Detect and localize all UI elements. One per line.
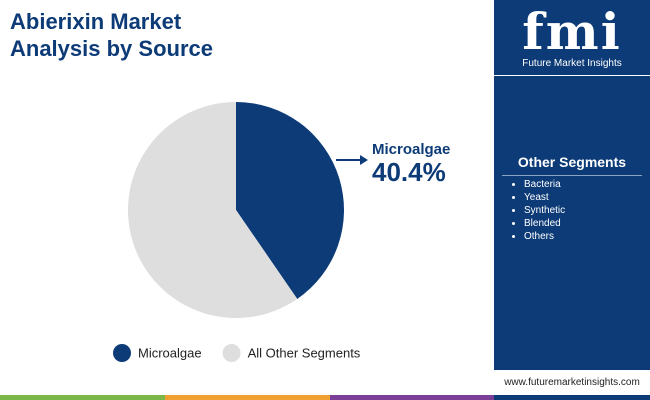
segment-item: Others xyxy=(524,230,565,243)
stripe-part xyxy=(494,395,650,400)
logo: fmi xyxy=(522,2,622,61)
stripe-part xyxy=(0,395,165,400)
stripe-part xyxy=(330,395,494,400)
brand: Future Market Insights xyxy=(522,58,622,69)
segments-list: BacteriaYeastSyntheticBlendedOthers xyxy=(510,178,565,243)
callout-arrowhead xyxy=(360,155,368,165)
legend-label: Microalgae xyxy=(138,345,202,360)
pie-slice xyxy=(128,102,298,318)
chart-title: Abierixin Market Analysis by Source xyxy=(10,9,213,61)
divider xyxy=(494,75,650,76)
legend-label: All Other Segments xyxy=(248,345,361,360)
data-label: 40.4% xyxy=(372,157,446,187)
pie-slice xyxy=(236,102,345,299)
segments-heading: Other Segments xyxy=(502,154,642,176)
legend-swatch xyxy=(113,344,131,362)
callout-category: Microalgae xyxy=(372,141,450,158)
stripe-part xyxy=(165,395,330,400)
sidebar: fmi Future Market Insights Other Segment… xyxy=(494,0,650,370)
segment-item: Yeast xyxy=(524,191,565,204)
segment-item: Bacteria xyxy=(524,178,565,191)
legend-swatch xyxy=(222,344,241,362)
segment-item: Blended xyxy=(524,217,565,230)
website: www.futuremarketinsights.com xyxy=(504,377,640,388)
segment-item: Synthetic xyxy=(524,204,565,217)
footer-stripe xyxy=(0,395,650,400)
